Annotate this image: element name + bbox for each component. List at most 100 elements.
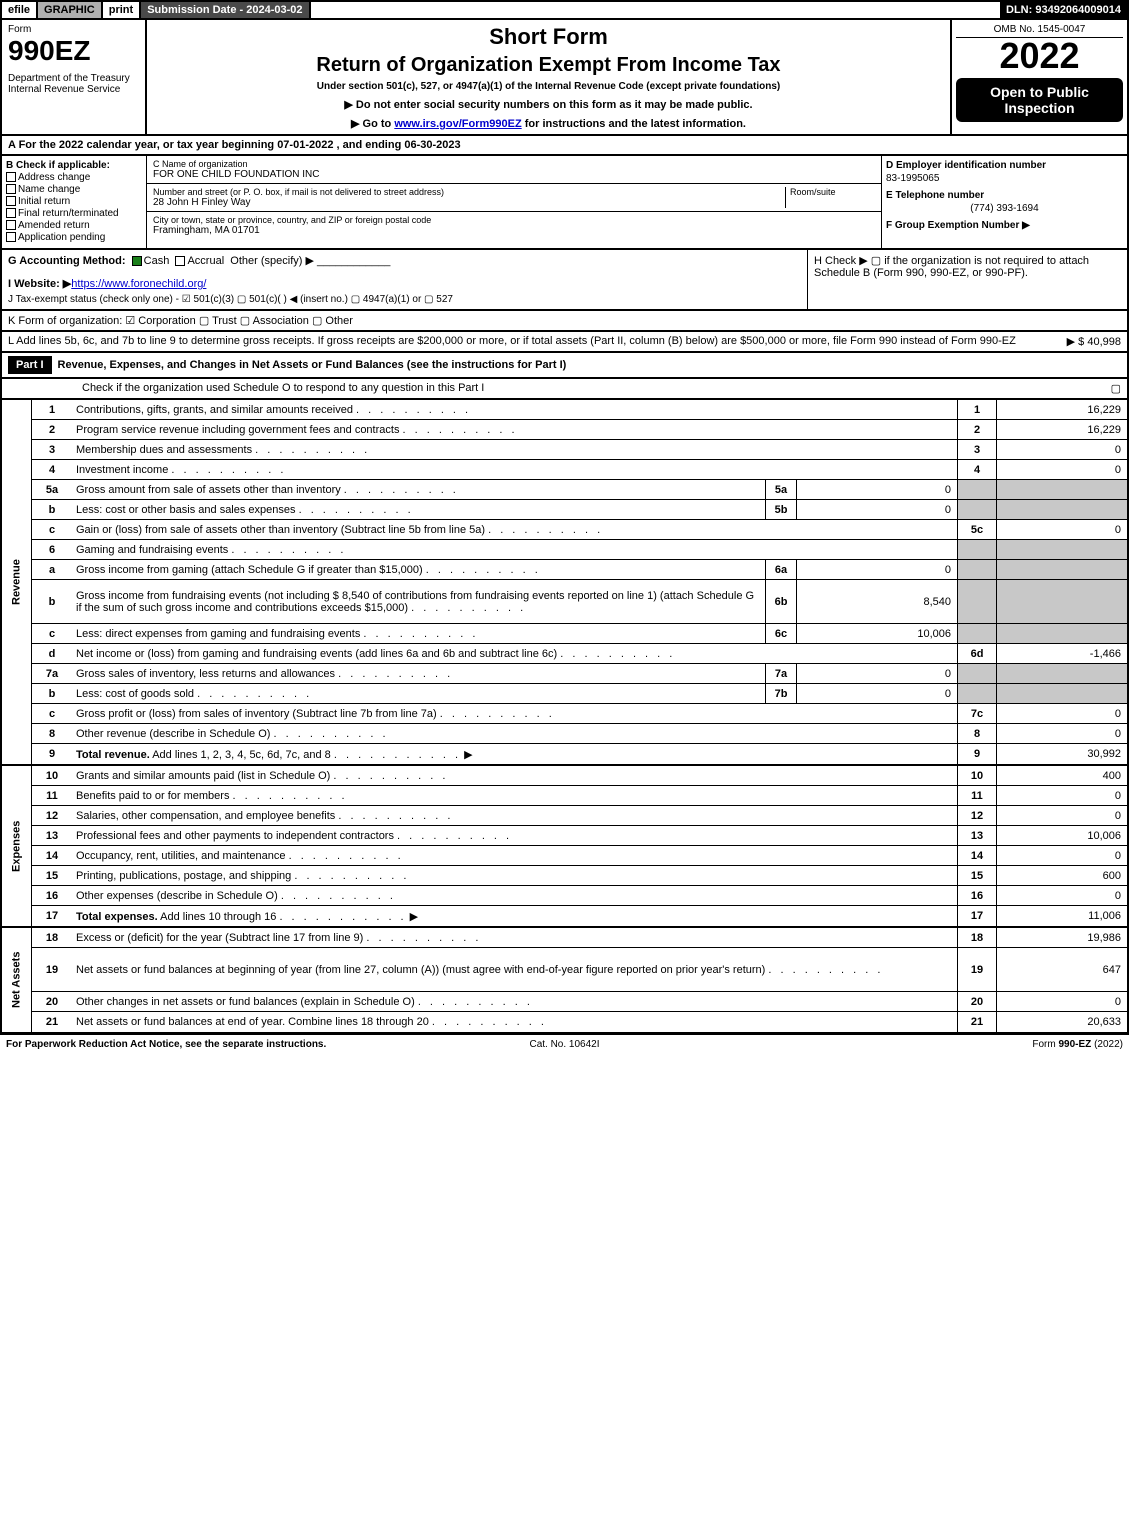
line-number: 3 (32, 442, 72, 458)
line-description: Professional fees and other payments to … (72, 828, 957, 844)
box-number: 7c (957, 704, 997, 723)
line-6: 6Gaming and fundraising events . . . . .… (32, 540, 1127, 560)
box-number: 18 (957, 928, 997, 947)
check-address-change[interactable]: Address change (6, 172, 142, 183)
box-value: 0 (997, 704, 1127, 723)
section-g: G Accounting Method: Cash Accrual Other … (8, 254, 801, 267)
org-address: 28 John H Finley Way (153, 197, 785, 208)
box-number (957, 580, 997, 623)
line-description: Net assets or fund balances at end of ye… (72, 1014, 957, 1030)
line-7a: 7aGross sales of inventory, less returns… (32, 664, 1127, 684)
box-value: 0 (997, 846, 1127, 865)
check-final-return[interactable]: Final return/terminated (6, 208, 142, 219)
line-description: Gross profit or (loss) from sales of inv… (72, 706, 957, 722)
line-description: Other revenue (describe in Schedule O) .… (72, 726, 957, 742)
box-value (997, 560, 1127, 579)
sub-value: 10,006 (797, 624, 957, 643)
line-a: aGross income from gaming (attach Schedu… (32, 560, 1127, 580)
graphic-label: GRAPHIC (38, 2, 103, 18)
line-description: Contributions, gifts, grants, and simila… (72, 402, 957, 418)
box-value (997, 580, 1127, 623)
box-number (957, 624, 997, 643)
line-description: Grants and similar amounts paid (list in… (72, 768, 957, 784)
org-city: Framingham, MA 01701 (153, 225, 875, 236)
line-21: 21Net assets or fund balances at end of … (32, 1012, 1127, 1032)
sub-number: 7a (765, 664, 797, 683)
line-d: dNet income or (loss) from gaming and fu… (32, 644, 1127, 664)
box-number: 14 (957, 846, 997, 865)
efile-label: efile (2, 2, 38, 18)
line-number: 19 (32, 962, 72, 978)
box-value: 19,986 (997, 928, 1127, 947)
line-number: 2 (32, 422, 72, 438)
line-number: 12 (32, 808, 72, 824)
line-description: Gain or (loss) from sale of assets other… (72, 522, 957, 538)
return-title: Return of Organization Exempt From Incom… (151, 54, 946, 77)
section-j: J Tax-exempt status (check only one) - ☑… (8, 294, 801, 305)
section-b: B Check if applicable: Address change Na… (2, 156, 147, 248)
line-description: Other expenses (describe in Schedule O) … (72, 888, 957, 904)
box-value (997, 664, 1127, 683)
line-19: 19Net assets or fund balances at beginni… (32, 948, 1127, 992)
print-button[interactable]: print (103, 2, 141, 18)
box-number (957, 560, 997, 579)
part-label: Part I (8, 356, 52, 374)
box-value: 11,006 (997, 906, 1127, 926)
box-number: 1 (957, 400, 997, 419)
page-footer: For Paperwork Reduction Act Notice, see … (0, 1034, 1129, 1054)
footer-center: Cat. No. 10642I (378, 1039, 750, 1050)
sub-number: 5b (765, 500, 797, 519)
line-description: Gross sales of inventory, less returns a… (72, 666, 765, 682)
box-value: 20,633 (997, 1012, 1127, 1032)
sub-value: 8,540 (797, 580, 957, 623)
box-number: 3 (957, 440, 997, 459)
line-2: 2Program service revenue including gover… (32, 420, 1127, 440)
line-18: 18Excess or (deficit) for the year (Subt… (32, 928, 1127, 948)
line-number: 15 (32, 868, 72, 884)
line-description: Less: direct expenses from gaming and fu… (72, 626, 765, 642)
line-number: c (32, 706, 72, 722)
line-number: 6 (32, 542, 72, 558)
sub-value: 0 (797, 560, 957, 579)
box-number: 9 (957, 744, 997, 764)
line-description: Benefits paid to or for members . . . . … (72, 788, 957, 804)
e-label: E Telephone number (886, 190, 1123, 201)
box-number: 12 (957, 806, 997, 825)
box-number: 5c (957, 520, 997, 539)
box-value: 16,229 (997, 420, 1127, 439)
c-city-label: City or town, state or province, country… (153, 215, 875, 225)
box-value: -1,466 (997, 644, 1127, 663)
line-c: cGross profit or (loss) from sales of in… (32, 704, 1127, 724)
check-name-change[interactable]: Name change (6, 184, 142, 195)
section-c: C Name of organizationFOR ONE CHILD FOUN… (147, 156, 882, 248)
line-number: 11 (32, 788, 72, 804)
line-description: Investment income . . . . . . . . . . (72, 462, 957, 478)
check-initial-return[interactable]: Initial return (6, 196, 142, 207)
check-pending[interactable]: Application pending (6, 232, 142, 243)
revenue-side-label: Revenue (2, 400, 32, 764)
line-number: 18 (32, 930, 72, 946)
section-def: D Employer identification number 83-1995… (882, 156, 1127, 248)
l-amount: ▶ $ 40,998 (1059, 335, 1121, 348)
line-number: 1 (32, 402, 72, 418)
line-14: 14Occupancy, rent, utilities, and mainte… (32, 846, 1127, 866)
line-number: 20 (32, 994, 72, 1010)
line-number: b (32, 686, 72, 702)
line-12: 12Salaries, other compensation, and empl… (32, 806, 1127, 826)
check-amended[interactable]: Amended return (6, 220, 142, 231)
sub-number: 6a (765, 560, 797, 579)
sub-number: 6c (765, 624, 797, 643)
box-number: 17 (957, 906, 997, 926)
form-word: Form (8, 24, 139, 35)
sub-value: 0 (797, 684, 957, 703)
part-title: Revenue, Expenses, and Changes in Net As… (58, 359, 567, 371)
website-link[interactable]: https://www.foronechild.org/ (71, 278, 206, 290)
box-number: 10 (957, 766, 997, 785)
line-b: bLess: cost or other basis and sales exp… (32, 500, 1127, 520)
irs-link[interactable]: www.irs.gov/Form990EZ (394, 118, 521, 130)
section-k: K Form of organization: ☑ Corporation ▢ … (0, 311, 1129, 332)
box-value (997, 480, 1127, 499)
line-number: 5a (32, 482, 72, 498)
box-number: 4 (957, 460, 997, 479)
sub-value: 0 (797, 480, 957, 499)
